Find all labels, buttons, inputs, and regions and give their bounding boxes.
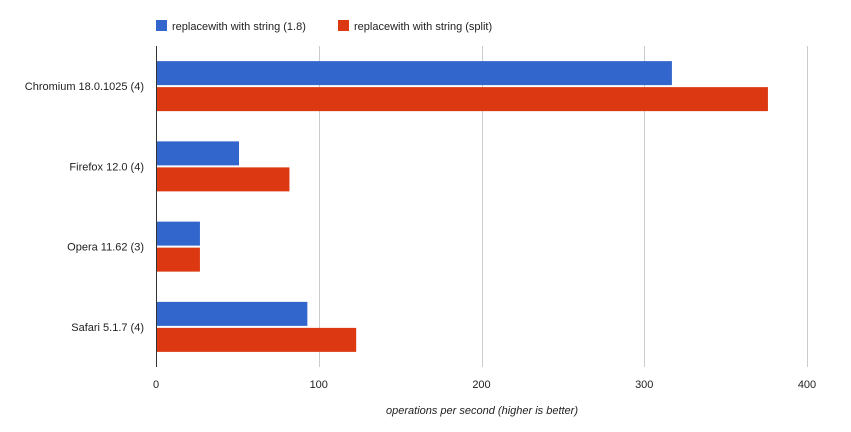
- bar-series-1: [156, 301, 308, 326]
- x-tick-label: 400: [798, 379, 816, 391]
- bar-series-1: [156, 141, 240, 166]
- legend-swatch: [338, 20, 349, 31]
- x-tick-label: 0: [153, 379, 159, 391]
- bar-series-1: [156, 221, 200, 246]
- bar-series-1: [156, 61, 672, 86]
- bar-series-2: [156, 167, 290, 192]
- bar-series-2: [156, 87, 768, 112]
- legend-label: replacewith with string (1.8): [172, 21, 306, 33]
- legend-swatch: [156, 20, 167, 31]
- x-tick-label: 100: [310, 379, 328, 391]
- x-axis-title: operations per second (higher is better): [386, 405, 578, 417]
- x-tick-label: 300: [635, 379, 653, 391]
- category-label: Firefox 12.0 (4): [69, 161, 144, 173]
- legend: replacewith with string (1.8) replacewith…: [156, 20, 492, 33]
- x-tick-label: 200: [472, 379, 490, 391]
- legend-label: replacewith with string (split): [354, 21, 492, 33]
- bar-series-2: [156, 247, 200, 272]
- x-tick-labels: 0 100 200 300 400: [153, 379, 816, 391]
- category-label: Chromium 18.0.1025 (4): [25, 81, 144, 93]
- bar-series-2: [156, 327, 357, 352]
- bars: [156, 61, 768, 352]
- category-labels: Chromium 18.0.1025 (4) Firefox 12.0 (4) Op…: [25, 81, 144, 334]
- category-label: Safari 5.1.7 (4): [71, 322, 144, 334]
- category-label: Opera 11.62 (3): [67, 242, 144, 254]
